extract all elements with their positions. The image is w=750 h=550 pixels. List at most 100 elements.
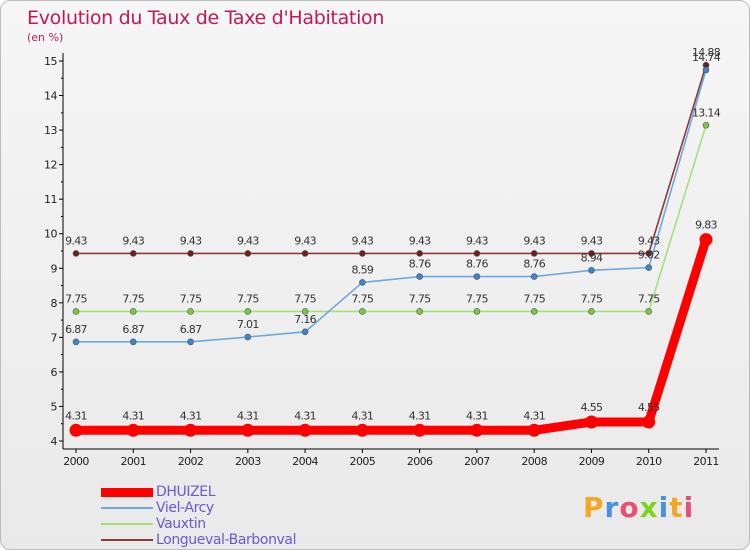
data-label: 8.76: [409, 258, 431, 271]
data-point: [416, 250, 423, 257]
legend-label: Vauxtin: [156, 516, 206, 532]
data-label: 7.75: [409, 292, 431, 305]
data-label: 9.43: [352, 234, 374, 247]
series-line-vauxtin: [75, 124, 707, 313]
data-point: [129, 250, 137, 257]
data-point: [359, 308, 366, 315]
chart-subtitle: (en %): [27, 31, 64, 44]
data-label: 4.31: [523, 409, 545, 422]
data-label: 4.31: [65, 409, 87, 422]
logo-letter: o: [619, 491, 640, 524]
data-point: [126, 423, 140, 437]
data-point: [184, 423, 198, 437]
data-label: 8.59: [352, 263, 374, 276]
x-tick-label: 2009: [579, 455, 605, 468]
data-point: [244, 250, 252, 257]
data-point: [359, 250, 366, 257]
data-point: [187, 308, 194, 315]
data-label: 9.43: [581, 234, 603, 247]
data-point: [244, 333, 252, 341]
data-point: [530, 273, 538, 280]
data-point: [702, 66, 710, 74]
data-point: [530, 250, 538, 257]
data-label: 9.83: [695, 219, 717, 232]
legend-swatch: [101, 523, 153, 525]
data-label: 14.74: [692, 51, 721, 64]
data-point: [129, 308, 137, 315]
x-tick-label: 2003: [235, 455, 261, 468]
series-line-dhuizel: [71, 235, 711, 435]
data-label: 4.31: [180, 409, 202, 422]
data-label: 9.43: [466, 234, 488, 247]
data-label: 7.75: [294, 292, 316, 305]
data-label: 9.43: [65, 234, 87, 247]
data-label: 4.55: [638, 401, 660, 414]
x-tick-label: 2011: [693, 455, 719, 468]
data-label: 7.16: [294, 313, 316, 326]
data-point: [298, 423, 312, 437]
series-line-viel-arcy: [75, 69, 707, 343]
data-point: [301, 308, 309, 315]
data-point: [699, 233, 713, 247]
y-tick-label: 12: [44, 159, 57, 172]
x-tick-label: 2005: [350, 455, 376, 468]
logo-letter: i: [683, 491, 695, 524]
data-point: [355, 423, 369, 437]
data-label: 14.88: [692, 46, 721, 59]
data-point: [588, 250, 595, 257]
data-point: [416, 308, 423, 315]
data-point: [187, 338, 194, 346]
data-point: [702, 121, 710, 129]
data-label: 7.75: [638, 292, 660, 305]
data-point: [244, 308, 252, 315]
series-line-longueval-barbonval: [75, 64, 707, 255]
data-label: 7.75: [65, 292, 87, 305]
data-label: 4.31: [237, 409, 259, 422]
data-point: [588, 267, 595, 274]
data-point: [359, 279, 366, 286]
data-label: 9.43: [523, 234, 545, 247]
y-tick-label: 8: [51, 297, 58, 310]
data-label: 4.31: [122, 409, 144, 422]
x-tick-label: 2007: [464, 455, 490, 468]
data-label: 8.76: [466, 258, 488, 271]
data-label: 9.02: [638, 249, 660, 262]
x-tick-label: 2002: [178, 455, 204, 468]
data-label: 6.87: [122, 323, 144, 336]
logo-letter: P: [583, 491, 605, 524]
data-point: [72, 308, 80, 315]
data-label: 7.75: [466, 292, 488, 305]
data-label: 4.31: [409, 409, 431, 422]
data-label: 9.43: [237, 234, 259, 247]
data-label: 6.87: [180, 323, 202, 336]
data-label: 7.75: [352, 292, 374, 305]
y-tick-label: 5: [51, 400, 58, 413]
y-tick-label: 4: [51, 435, 58, 448]
y-tick-label: 14: [44, 90, 57, 103]
logo-letter: i: [658, 491, 670, 524]
y-tick-label: 15: [44, 55, 57, 68]
data-point: [241, 423, 255, 437]
data-label: 8.94: [581, 251, 603, 264]
data-label: 9.43: [122, 234, 144, 247]
logo-letter: t: [669, 491, 684, 524]
y-tick-label: 9: [51, 262, 58, 275]
data-point: [69, 423, 83, 437]
data-point: [473, 308, 481, 315]
y-tick-label: 10: [44, 228, 57, 241]
data-point: [72, 250, 80, 257]
logo-letter: r: [604, 491, 620, 524]
y-tick-label: 11: [44, 193, 57, 206]
data-label: 4.31: [294, 409, 316, 422]
data-point: [301, 250, 309, 257]
data-point: [473, 273, 481, 280]
data-label: 8.76: [523, 258, 545, 271]
legend-swatch: [101, 487, 153, 497]
x-tick-label: 2004: [292, 455, 318, 468]
data-label: 6.87: [65, 323, 87, 336]
data-label: 9.43: [180, 234, 202, 247]
data-label: 7.75: [523, 292, 545, 305]
legend-swatch: [101, 507, 153, 509]
data-point: [530, 308, 538, 315]
